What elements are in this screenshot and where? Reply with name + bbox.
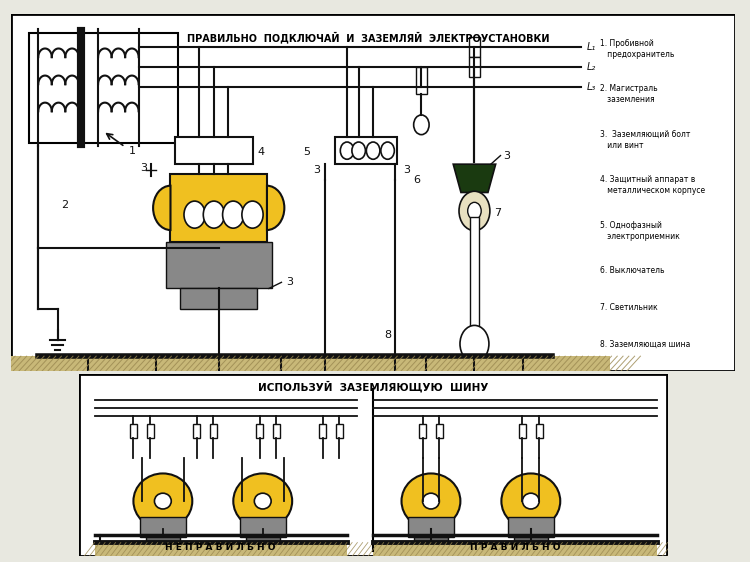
- Text: Н Е П Р А В И Л Ь Н О: Н Е П Р А В И Л Ь Н О: [166, 543, 276, 552]
- Bar: [166, 242, 272, 288]
- Circle shape: [184, 201, 206, 228]
- Circle shape: [381, 142, 394, 159]
- Bar: [419, 424, 426, 438]
- Bar: [180, 288, 257, 310]
- Bar: [414, 537, 448, 546]
- Text: П Р А В И Л Ь Н О: П Р А В И Л Ь Н О: [470, 543, 560, 552]
- Bar: [140, 517, 186, 537]
- Bar: [319, 424, 326, 438]
- Circle shape: [468, 202, 482, 220]
- Circle shape: [233, 473, 292, 529]
- Bar: [470, 217, 479, 334]
- Polygon shape: [453, 164, 496, 192]
- Bar: [130, 424, 137, 438]
- Bar: [239, 517, 286, 537]
- Circle shape: [459, 191, 490, 230]
- Bar: [334, 137, 398, 164]
- Circle shape: [242, 201, 263, 228]
- Circle shape: [422, 493, 439, 509]
- Text: 3: 3: [404, 165, 410, 175]
- Bar: [176, 137, 253, 164]
- Bar: [469, 57, 480, 77]
- Bar: [469, 38, 480, 57]
- Text: 2. Магистраль
   заземления: 2. Магистраль заземления: [600, 84, 658, 105]
- Text: L₃: L₃: [586, 81, 596, 92]
- Bar: [273, 424, 280, 438]
- Bar: [416, 67, 428, 94]
- Text: 1: 1: [129, 146, 136, 156]
- Bar: [94, 542, 346, 556]
- Bar: [436, 424, 443, 438]
- Text: 7: 7: [494, 209, 501, 219]
- Bar: [246, 537, 280, 546]
- Text: 3: 3: [286, 277, 293, 287]
- Bar: [514, 537, 548, 546]
- Text: 1. Пробивной
   предохранитель: 1. Пробивной предохранитель: [600, 39, 674, 59]
- Text: 6. Выключатель: 6. Выключатель: [600, 266, 664, 275]
- Bar: [170, 174, 267, 242]
- Circle shape: [414, 115, 429, 135]
- Bar: [11, 356, 610, 371]
- Circle shape: [352, 142, 365, 159]
- Text: 3: 3: [313, 165, 320, 175]
- Text: 6: 6: [413, 175, 420, 185]
- Text: 8. Заземляющая шина: 8. Заземляющая шина: [600, 340, 690, 349]
- Wedge shape: [153, 185, 170, 230]
- Circle shape: [203, 201, 224, 228]
- Circle shape: [340, 142, 354, 159]
- Text: 2: 2: [61, 200, 68, 210]
- Circle shape: [502, 473, 560, 529]
- Text: 7. Светильник: 7. Светильник: [600, 303, 658, 312]
- Circle shape: [223, 201, 244, 228]
- Text: L₂: L₂: [586, 62, 596, 72]
- Text: ИСПОЛЬЗУЙ  ЗАЗЕМЛЯЮЩУЮ  ШИНУ: ИСПОЛЬЗУЙ ЗАЗЕМЛЯЮЩУЮ ШИНУ: [258, 380, 488, 392]
- Bar: [256, 424, 263, 438]
- Text: L₁: L₁: [586, 42, 596, 52]
- Text: 5. Однофазный
   электроприемник: 5. Однофазный электроприемник: [600, 221, 680, 241]
- Bar: [408, 517, 454, 537]
- Text: 5: 5: [304, 147, 310, 157]
- Text: 4: 4: [257, 147, 265, 157]
- Bar: [210, 424, 217, 438]
- Bar: [336, 424, 344, 438]
- Circle shape: [154, 493, 171, 509]
- Circle shape: [366, 142, 380, 159]
- Circle shape: [401, 473, 460, 529]
- Text: 3: 3: [503, 151, 511, 161]
- Bar: [28, 33, 178, 143]
- Text: 8: 8: [384, 330, 392, 340]
- Circle shape: [254, 493, 272, 509]
- Bar: [508, 517, 554, 537]
- Circle shape: [134, 473, 192, 529]
- Text: 4. Защитный аппарат в
   металлическом корпусе: 4. Защитный аппарат в металлическом корп…: [600, 175, 705, 196]
- Wedge shape: [267, 185, 284, 230]
- Text: 3.  Заземляющий болт
   или винт: 3. Заземляющий болт или винт: [600, 130, 690, 150]
- Bar: [146, 537, 180, 546]
- Bar: [146, 424, 154, 438]
- Text: ПРАВИЛЬНО  ПОДКЛЮЧАЙ  И  ЗАЗЕМЛЯЙ  ЭЛЕКТРОУСТАНОВКИ: ПРАВИЛЬНО ПОДКЛЮЧАЙ И ЗАЗЕМЛЯЙ ЭЛЕКТРОУС…: [187, 31, 550, 43]
- Bar: [193, 424, 200, 438]
- Bar: [519, 424, 526, 438]
- Bar: [373, 542, 657, 556]
- Circle shape: [523, 493, 539, 509]
- Bar: [536, 424, 543, 438]
- Circle shape: [460, 325, 489, 362]
- Text: 3: 3: [140, 163, 147, 173]
